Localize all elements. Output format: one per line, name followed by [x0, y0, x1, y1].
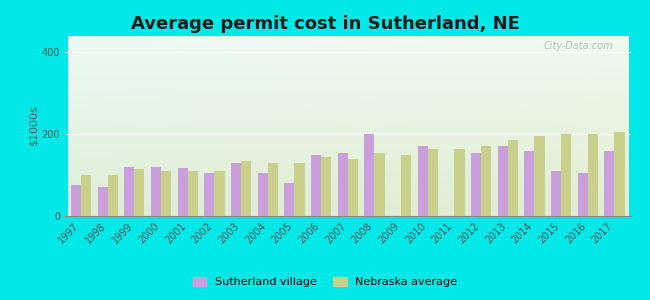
Bar — [374, 153, 385, 216]
Bar — [561, 134, 571, 216]
Bar — [525, 151, 534, 216]
Y-axis label: $1000s: $1000s — [29, 106, 39, 146]
Bar — [81, 175, 91, 216]
Bar — [188, 171, 198, 216]
Bar — [578, 173, 588, 216]
Bar — [471, 153, 481, 216]
Bar — [241, 161, 251, 216]
Bar — [401, 154, 411, 216]
Bar — [364, 134, 374, 216]
Bar — [481, 146, 491, 216]
Bar — [588, 134, 598, 216]
Text: Average permit cost in Sutherland, NE: Average permit cost in Sutherland, NE — [131, 15, 519, 33]
Bar — [454, 148, 465, 216]
Bar — [321, 157, 332, 216]
Text: City-Data.com: City-Data.com — [544, 41, 614, 51]
Bar — [231, 163, 241, 216]
Bar — [614, 132, 625, 216]
Bar — [348, 159, 358, 216]
Bar — [108, 175, 118, 216]
Bar — [498, 146, 508, 216]
Bar — [418, 146, 428, 216]
Bar — [71, 185, 81, 216]
Bar — [161, 171, 171, 216]
Legend: Sutherland village, Nebraska average: Sutherland village, Nebraska average — [188, 272, 462, 291]
Bar — [214, 171, 224, 216]
Bar — [257, 173, 268, 216]
Bar — [508, 140, 518, 216]
Bar — [551, 171, 561, 216]
Bar — [151, 167, 161, 216]
Bar — [294, 163, 305, 216]
Bar — [284, 183, 294, 216]
Bar — [98, 187, 108, 216]
Bar — [268, 163, 278, 216]
Bar — [135, 169, 144, 216]
Bar — [177, 168, 188, 216]
Bar — [337, 153, 348, 216]
Bar — [204, 173, 214, 216]
Bar — [604, 151, 614, 216]
Bar — [428, 148, 438, 216]
Bar — [311, 154, 321, 216]
Bar — [124, 167, 135, 216]
Bar — [534, 136, 545, 216]
